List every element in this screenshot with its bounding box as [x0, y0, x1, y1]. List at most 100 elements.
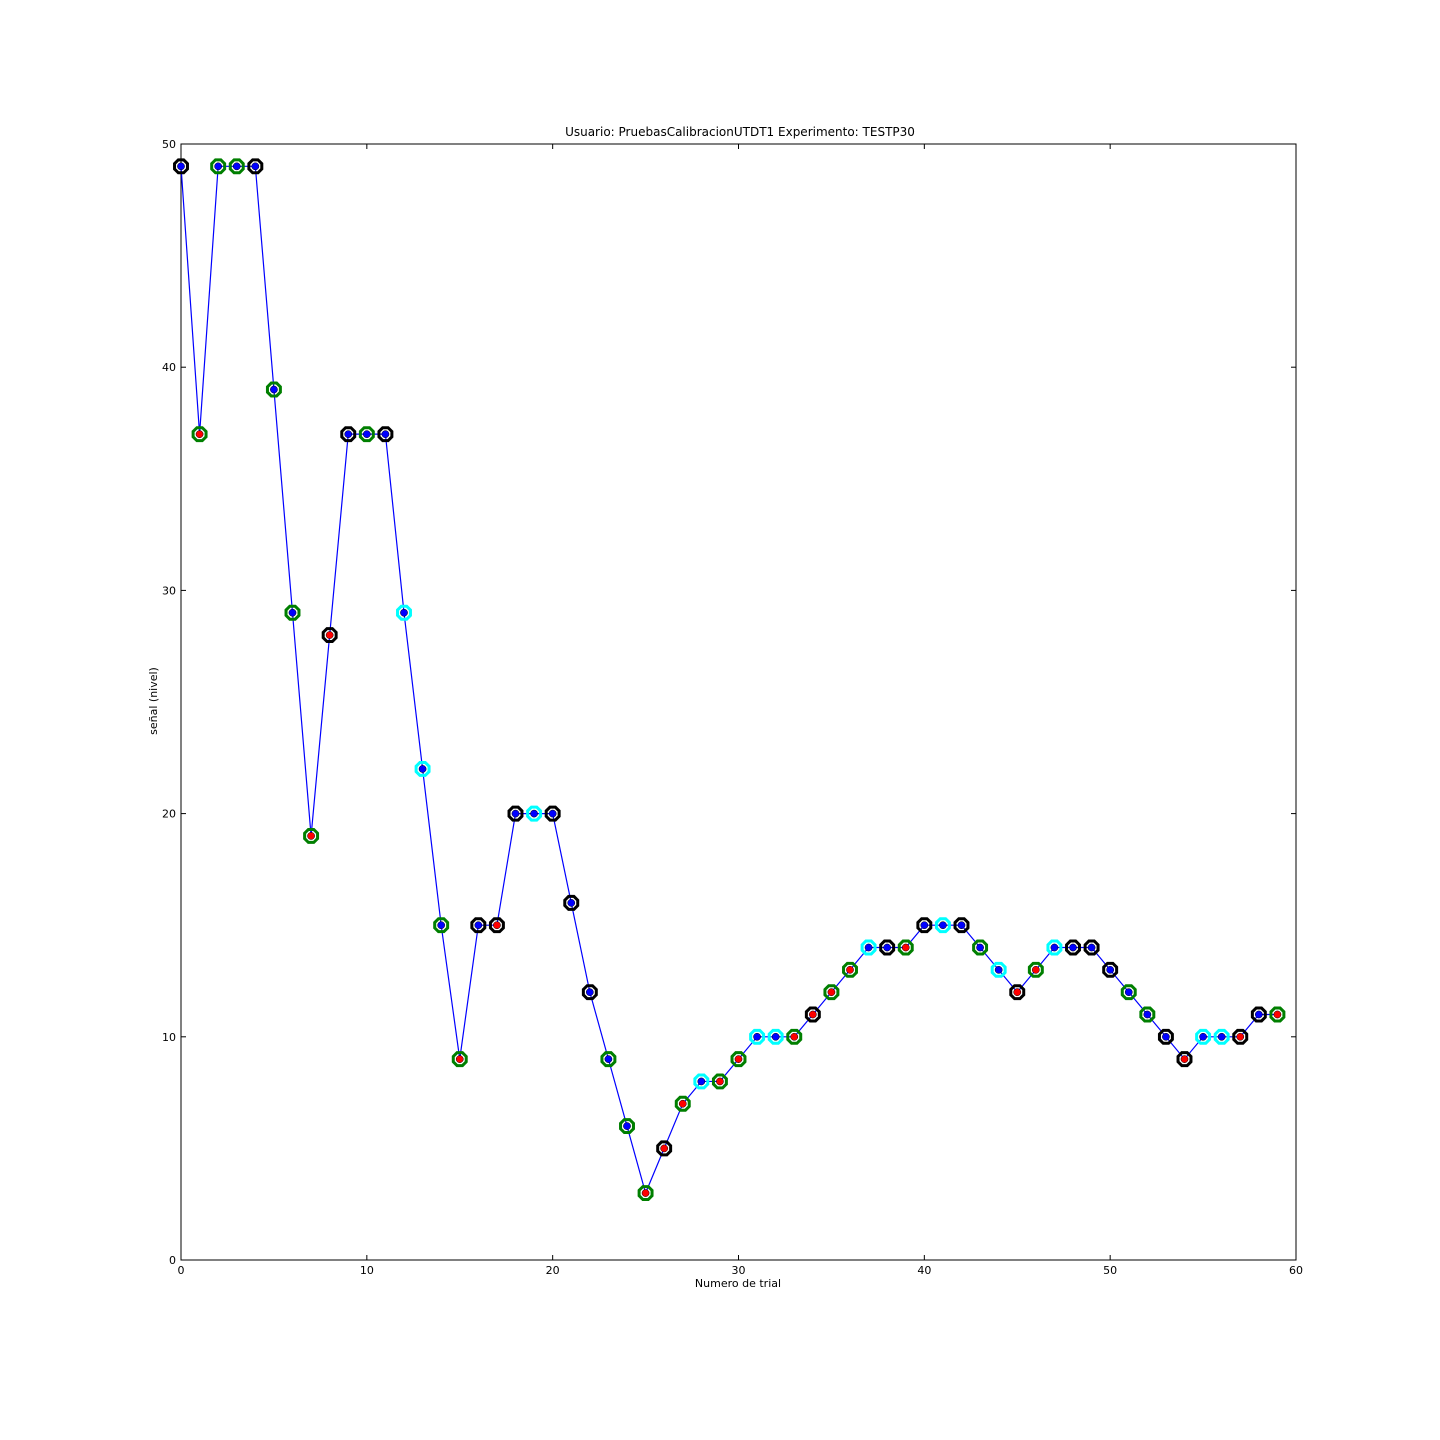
data-point-dot: [1236, 1032, 1245, 1041]
data-point-dot: [976, 943, 984, 952]
data-point-dot: [1031, 965, 1040, 974]
data-point-ring: [637, 1185, 654, 1202]
data-point-ring: [321, 627, 338, 644]
data-point-dot: [957, 921, 966, 930]
data-point-ring: [451, 1051, 468, 1068]
data-point-dot: [474, 921, 483, 930]
y-tick-label: 50: [162, 138, 176, 151]
y-tick-label: 40: [162, 361, 176, 374]
data-point-dot: [1162, 1032, 1170, 1041]
data-point-dot: [604, 1055, 613, 1063]
data-point-dot: [883, 943, 892, 952]
data-point-dot: [697, 1077, 706, 1086]
data-point: [656, 1140, 673, 1157]
data-point: [563, 894, 580, 911]
data-point: [1139, 1006, 1156, 1023]
data-point-ring: [228, 158, 245, 175]
data-point-ring: [414, 760, 431, 777]
chart-title: Usuario: PruebasCalibracionUTDT1 Experim…: [565, 125, 915, 139]
data-point: [897, 939, 914, 956]
data-point-dot: [362, 430, 371, 439]
data-point-ring: [972, 939, 989, 956]
data-point: [210, 158, 227, 175]
data-point: [1176, 1051, 1193, 1068]
data-point-dot: [1050, 943, 1059, 952]
data-point-dot: [846, 965, 854, 974]
x-axis-label: Numero de trial: [695, 1277, 781, 1290]
data-point-ring: [544, 805, 561, 822]
data-point: [581, 984, 598, 1001]
x-tick-label: 0: [178, 1264, 185, 1277]
data-point-ring: [488, 917, 505, 934]
data-point-ring: [173, 158, 189, 175]
data-point-ring: [897, 939, 914, 956]
data-point-dot: [1106, 965, 1115, 974]
data-point: [953, 917, 970, 934]
data-point: [191, 426, 208, 443]
data-point: [377, 426, 394, 443]
data-point-dot: [641, 1189, 650, 1197]
data-point-ring: [693, 1073, 710, 1090]
data-point-dot: [567, 899, 576, 907]
data-point: [1232, 1028, 1249, 1045]
data-point-dot: [400, 608, 408, 617]
data-point-dot: [437, 921, 446, 930]
data-point: [470, 917, 487, 934]
data-point-ring: [1009, 984, 1026, 1001]
data-point-ring: [1065, 939, 1081, 956]
data-point-ring: [396, 604, 412, 621]
series-line: [180, 165, 1278, 1195]
x-tick-label: 30: [732, 1264, 746, 1277]
data-point-dot: [325, 631, 334, 639]
data-point-ring: [1195, 1028, 1212, 1045]
data-point-dot: [493, 921, 501, 930]
data-point: [1009, 984, 1026, 1001]
data-point-ring: [191, 426, 208, 443]
data-point-ring: [934, 917, 951, 934]
data-markers: [173, 158, 1286, 1202]
data-point-ring: [358, 426, 375, 443]
data-point: [321, 627, 338, 644]
data-point-ring: [990, 961, 1007, 978]
x-tick-label: 60: [1289, 1264, 1303, 1277]
data-point-ring: [1176, 1051, 1193, 1068]
data-point-dot: [771, 1032, 780, 1041]
x-tick-label: 40: [917, 1264, 931, 1277]
data-point-ring: [860, 939, 877, 956]
data-point-ring: [377, 426, 394, 443]
data-point: [972, 939, 989, 956]
data-point-ring: [340, 426, 357, 443]
data-point: [619, 1118, 635, 1135]
y-tick-label: 30: [162, 584, 176, 597]
data-point-dot: [660, 1144, 669, 1153]
data-point-dot: [920, 921, 929, 930]
data-point-ring: [749, 1028, 766, 1045]
data-point-dot: [901, 943, 910, 952]
data-point: [637, 1185, 654, 1202]
data-point-ring: [1250, 1006, 1267, 1023]
data-point-ring: [786, 1028, 803, 1045]
data-point-ring: [563, 894, 580, 911]
data-point: [1102, 961, 1119, 978]
data-point: [173, 158, 189, 175]
data-point-dot: [307, 832, 315, 840]
data-point-ring: [210, 158, 227, 175]
data-point: [507, 805, 524, 822]
data-point-dot: [288, 608, 297, 617]
data-point: [526, 805, 543, 822]
data-point-ring: [730, 1051, 747, 1068]
data-point: [674, 1095, 691, 1112]
data-point: [600, 1051, 617, 1068]
data-point: [730, 1051, 747, 1068]
data-point-ring: [581, 984, 598, 1001]
data-point: [303, 827, 320, 844]
y-tick-label: 10: [162, 1031, 176, 1044]
data-point-ring: [916, 917, 933, 934]
data-point-ring: [1139, 1006, 1156, 1023]
data-point-dot: [585, 988, 594, 997]
data-point: [786, 1028, 803, 1045]
data-point-dot: [1069, 943, 1077, 952]
data-point-dot: [270, 385, 278, 394]
data-point-ring: [433, 917, 450, 934]
data-point: [340, 426, 357, 443]
